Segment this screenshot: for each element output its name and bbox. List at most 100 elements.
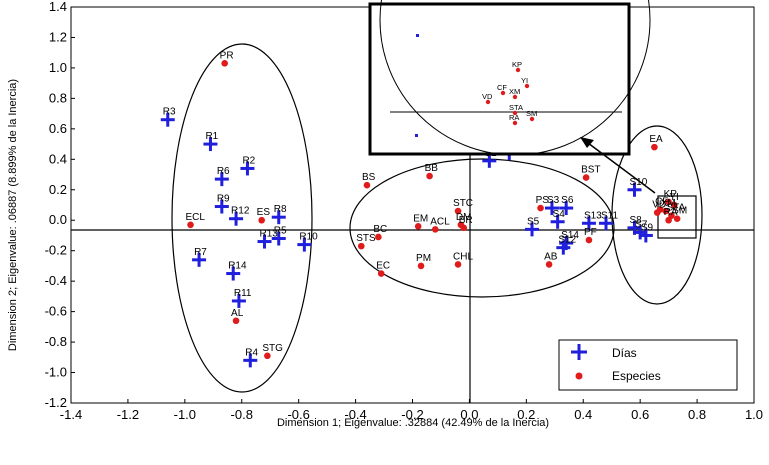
x-tick-labels: -1.4 -1.2 -1.0 -0.8 -0.6 -0.4 -0.2 0.0 0.2 0.4 0.6… [60,399,763,422]
especies-point-marker [426,172,433,180]
inset-point-label: RA [509,113,519,122]
x-tick-label: -1.4 [60,407,82,422]
dias-point-marker [243,353,258,368]
data-points: R3R1R2R6R9R12R8R13R5R10R7R14R11R4S2S1S3S… [160,50,687,368]
y-tick-label: 1.2 [49,29,67,44]
inset-blue-mark-bottom [415,134,418,137]
point-label: RA [664,207,678,218]
x-tick-label: -0.4 [344,407,366,422]
point-label: STG [262,343,283,354]
legend-box [558,339,738,391]
y-tick-label: 0.8 [49,90,67,105]
point-label: R3 [163,107,176,118]
especies-point-marker [665,198,672,206]
x-tick-label: 0.8 [688,407,706,422]
inset-frame [368,2,631,156]
point-label: PR [220,50,234,61]
point-label: PM [416,253,431,264]
legend-label-dias: Días [612,346,637,360]
dias-point-marker [214,172,229,187]
dias-point-marker [482,153,497,168]
point-label: R2 [242,155,255,166]
point-label: R7 [194,247,207,258]
point-label: PS [536,195,550,206]
point-label: R4 [245,347,258,358]
especies-point-marker [264,352,271,360]
point-label: R13 [260,229,279,240]
inset-especies-marker [512,120,518,126]
especies-point-marker [671,201,678,209]
x-axis-title: Dimension 1; Eigenvalue: .32884 (42.49% … [277,417,549,429]
point-label: YI [669,192,678,203]
point-label: BB [425,163,439,174]
y-tick-label: 0.4 [49,151,67,166]
inset-point-label: CF [497,83,507,92]
point-label: KP [664,189,678,200]
point-label: BR [459,215,473,226]
especies-point-marker [665,216,672,224]
point-label: S5 [527,216,540,227]
especies-point-marker [258,216,265,224]
point-label: DM [456,212,472,223]
y-tick-label: -1.2 [45,395,67,410]
y-tick-label: -0.2 [45,243,67,258]
point-label: S9 [641,222,654,233]
especies-point-marker [414,223,422,230]
especies-point-marker [662,207,670,215]
point-label: R11 [234,288,252,299]
y-tick-label: -0.8 [45,334,67,349]
x-tick-label: 0.6 [631,407,649,422]
especies-point-marker [417,262,425,270]
point-label: ACL [430,216,450,227]
point-label: S10 [629,177,647,188]
dias-point-marker [556,240,571,255]
point-label: CF [655,197,668,208]
y-tick-label: 0.2 [49,182,67,197]
dias-point-marker [160,112,175,127]
point-label: R5 [274,226,287,237]
especies-point-marker [460,224,468,232]
zoom-arrow-head [580,137,594,148]
inset-especies-marker [529,116,535,122]
especies-point-marker [221,60,228,67]
y-axis-title: Dimension 2; Eigenvalue: .06887 (8.899% … [7,79,19,351]
dias-point-marker [271,231,286,246]
x-tick-label: -1.0 [174,407,196,422]
especies-point-marker [673,215,681,223]
inset-especies-marker [524,83,530,89]
especies-point-marker [454,261,462,268]
zoom-arrow-line [587,142,656,194]
especies-point-marker [232,317,240,325]
inset-point-label: XM [509,87,520,96]
inset-point-label: VD [482,92,493,101]
x-tick-label: -0.8 [231,407,253,422]
dias-point-marker [192,252,207,267]
inset-frame-border [368,2,631,156]
point-label: S13 [584,210,602,221]
especies-point-marker [431,226,439,233]
especies-point-marker [545,261,553,268]
cluster-ellipse-center [349,158,615,298]
especies-point-marker [582,174,590,181]
dias-point-marker [297,237,312,252]
point-label: AL [231,308,244,319]
point-label: PF [584,227,597,238]
point-label: ES [257,207,271,218]
y-tick-label: -0.4 [45,273,67,288]
point-label: S8 [629,215,642,226]
point-label: R14 [228,261,247,272]
point-label: EM [413,213,428,224]
x-tick-label: -0.2 [401,407,423,422]
especies-point-marker [377,270,385,277]
inset-especies-marker [500,90,506,96]
y-tick-label: -1.0 [45,365,67,380]
dias-point-marker [599,216,614,231]
especies-point-marker [651,143,658,151]
x-tick-label: -1.2 [117,407,139,422]
inset-blue-mark-top [416,34,419,37]
y-tick-label: 1.4 [49,0,67,14]
inset-especies-marker [485,99,491,105]
dias-point-marker [257,234,272,249]
especies-point-marker [537,204,544,212]
